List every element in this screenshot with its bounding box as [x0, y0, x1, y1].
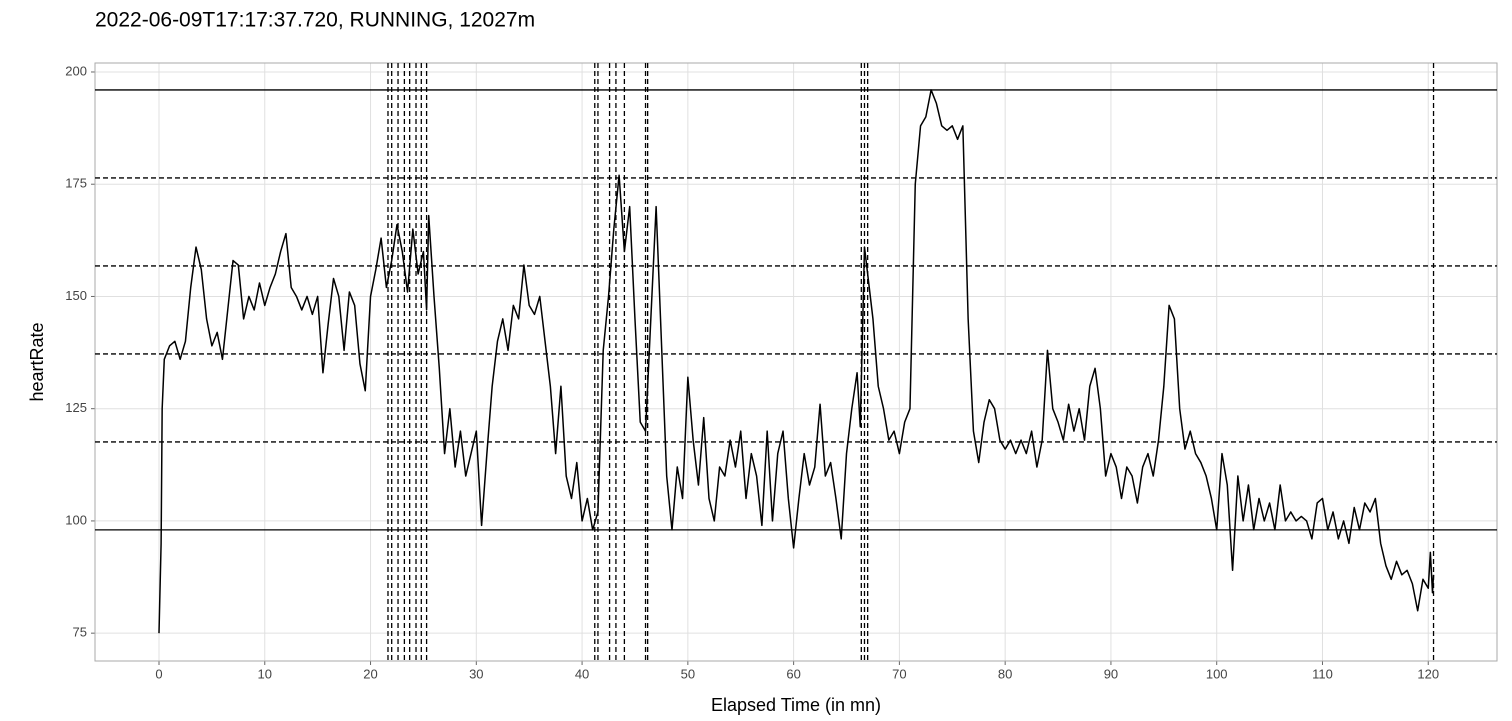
x-tick-label: 20 — [363, 666, 377, 681]
y-tick-label: 125 — [65, 400, 87, 415]
x-tick-label: 30 — [469, 666, 483, 681]
y-tick-label: 100 — [65, 512, 87, 527]
x-tick-label: 50 — [681, 666, 695, 681]
x-tick-label: 0 — [155, 666, 162, 681]
x-tick-label: 10 — [258, 666, 272, 681]
x-tick-label: 60 — [786, 666, 800, 681]
y-tick-label: 200 — [65, 63, 87, 78]
x-tick-label: 100 — [1206, 666, 1228, 681]
y-tick-label: 150 — [65, 288, 87, 303]
x-tick-label: 40 — [575, 666, 589, 681]
x-axis-label: Elapsed Time (in mn) — [711, 695, 881, 715]
x-tick-label: 90 — [1104, 666, 1118, 681]
y-tick-label: 75 — [73, 625, 87, 640]
heart-rate-line — [158, 89, 1435, 634]
chart-title: 2022-06-09T17:17:37.720, RUNNING, 12027m — [95, 9, 535, 32]
x-tick-label: 120 — [1417, 666, 1439, 681]
plot-border — [94, 62, 1498, 662]
x-tick-label: 80 — [998, 666, 1012, 681]
x-tick-label: 110 — [1312, 666, 1333, 681]
x-tick-label: 70 — [892, 666, 906, 681]
y-tick-label: 175 — [65, 176, 87, 191]
y-axis-label: heartRate — [27, 322, 47, 401]
